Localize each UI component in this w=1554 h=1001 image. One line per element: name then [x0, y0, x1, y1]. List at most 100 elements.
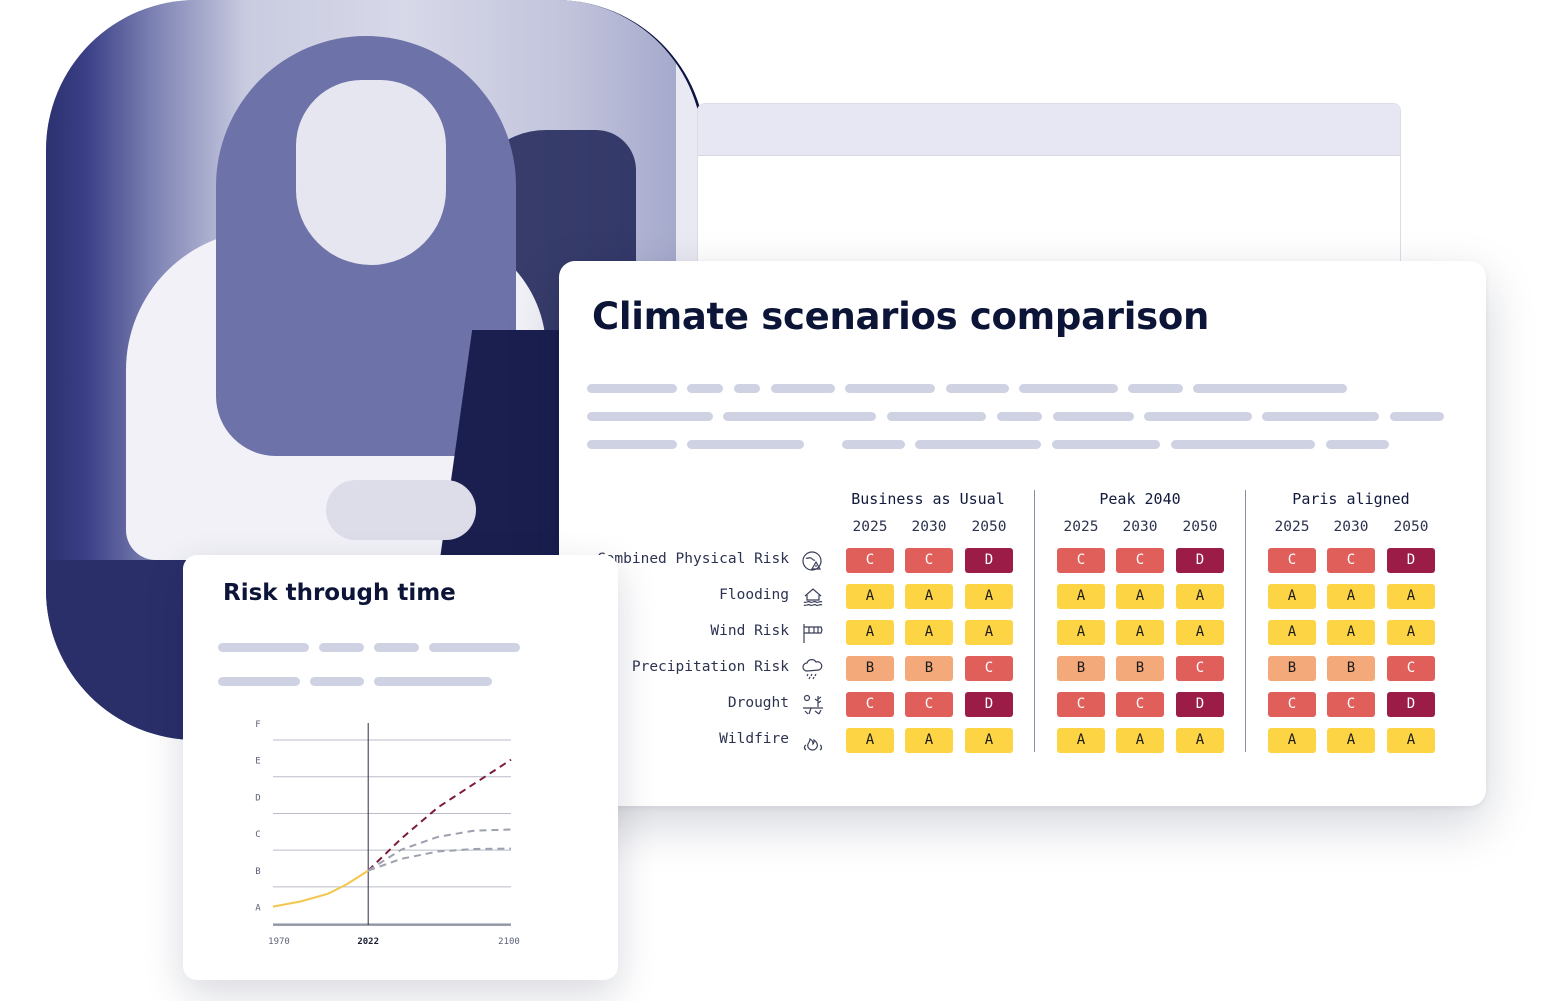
- scenario-title: Business as Usual: [851, 490, 1005, 508]
- rating-badge: A: [1387, 620, 1435, 645]
- y-tick-label: E: [255, 757, 260, 767]
- rating-badge: A: [965, 584, 1013, 609]
- rating-badge: B: [1327, 656, 1375, 681]
- y-tick-label: D: [255, 793, 260, 803]
- rating-badge: A: [846, 728, 894, 753]
- rating-badge: C: [1268, 692, 1316, 717]
- rating-badge: A: [905, 620, 953, 645]
- rating-badge: A: [1176, 620, 1224, 645]
- rating-badge: C: [1268, 548, 1316, 573]
- scenarios-card: Climate scenarios comparison Business as…: [559, 261, 1486, 806]
- rating-badge: A: [965, 728, 1013, 753]
- rating-badge: B: [1116, 656, 1164, 681]
- row-label-combined-physical-risk: Combined Physical Risk: [596, 551, 789, 567]
- year-label: 2050: [1182, 519, 1218, 535]
- rating-badge: A: [1057, 728, 1105, 753]
- rating-badge: C: [1057, 548, 1105, 573]
- rating-badge: C: [905, 548, 953, 573]
- rating-badge: C: [905, 692, 953, 717]
- rating-badge: A: [1057, 620, 1105, 645]
- risk-chart: A B C D E F 1970 2022 2100: [255, 720, 520, 947]
- row-label-drought: Drought: [727, 695, 789, 711]
- series-line-historical: [272, 869, 369, 908]
- rating-badge: D: [1387, 548, 1435, 573]
- rating-badge: D: [1176, 692, 1224, 717]
- photo-person-face: [296, 80, 446, 265]
- card-title: Risk through time: [223, 580, 456, 606]
- row-label-precipitation-risk: Precipitation Risk: [631, 659, 789, 675]
- rating-badge: C: [965, 656, 1013, 681]
- rating-badge: A: [1176, 584, 1224, 609]
- year-label: 2025: [1063, 519, 1099, 535]
- series-line-projection-low: [367, 847, 512, 872]
- card-title: Climate scenarios comparison: [592, 295, 1209, 338]
- wildfire-icon: [803, 738, 823, 751]
- drought-icon: [803, 694, 823, 715]
- rating-badge: A: [1116, 584, 1164, 609]
- rating-badge: A: [1387, 728, 1435, 753]
- rating-badge: D: [965, 692, 1013, 717]
- rating-badge: A: [1268, 620, 1316, 645]
- rating-badge: C: [846, 692, 894, 717]
- rating-badge: D: [1176, 548, 1224, 573]
- rating-badge: A: [1116, 620, 1164, 645]
- rating-badge: A: [905, 728, 953, 753]
- rating-badge: A: [1268, 584, 1316, 609]
- x-tick-label: 1970: [268, 937, 290, 947]
- rating-badge: A: [1268, 728, 1316, 753]
- rating-badge: C: [1327, 692, 1375, 717]
- rating-badge: A: [1327, 620, 1375, 645]
- rating-badge: C: [1176, 656, 1224, 681]
- row-label-wind-risk: Wind Risk: [710, 623, 789, 639]
- year-label: 2030: [911, 519, 947, 535]
- rating-badge: A: [965, 620, 1013, 645]
- rating-badge: A: [1327, 584, 1375, 609]
- rating-badge: C: [1116, 692, 1164, 717]
- year-label: 2025: [1274, 519, 1310, 535]
- y-tick-label: C: [255, 830, 260, 840]
- x-tick-label: 2022: [357, 937, 379, 947]
- y-tick-label: B: [255, 867, 260, 877]
- scenario-divider: [1034, 490, 1035, 752]
- rating-badge: B: [846, 656, 894, 681]
- year-label: 2030: [1333, 519, 1369, 535]
- y-tick-label: A: [255, 904, 261, 914]
- rating-badge: A: [1387, 584, 1435, 609]
- row-label-wildfire: Wildfire: [719, 731, 789, 747]
- rating-badge: A: [1116, 728, 1164, 753]
- windsock-icon: [803, 624, 823, 643]
- row-label-flooding: Flooding: [719, 587, 789, 603]
- rating-badge: B: [905, 656, 953, 681]
- series-line-projection-mid: [367, 828, 512, 872]
- rating-badge: A: [846, 584, 894, 609]
- rating-badge: B: [1057, 656, 1105, 681]
- rating-badge: C: [846, 548, 894, 573]
- scenario-title: Paris aligned: [1292, 490, 1410, 508]
- photo-person-hands: [326, 480, 476, 540]
- rating-badge: A: [846, 620, 894, 645]
- rating-badge: C: [1387, 656, 1435, 681]
- scenario-title: Peak 2040: [1099, 490, 1181, 508]
- rating-badge: A: [1176, 728, 1224, 753]
- rating-badge: C: [1327, 548, 1375, 573]
- year-label: 2030: [1122, 519, 1158, 535]
- year-label: 2025: [852, 519, 888, 535]
- rating-badge: D: [965, 548, 1013, 573]
- combined-risk-icon: [802, 551, 822, 571]
- series-line-projection-high: [367, 758, 512, 872]
- rating-badge: D: [1387, 692, 1435, 717]
- x-tick-label: 2100: [498, 937, 520, 947]
- rain-cloud-icon: [802, 659, 823, 680]
- rating-badge: C: [1057, 692, 1105, 717]
- rating-badge: C: [1116, 548, 1164, 573]
- flood-icon: [803, 588, 823, 607]
- risk-time-card: Risk through time A B C D E F 1970 2022 2100: [183, 555, 618, 980]
- scenario-divider: [1245, 490, 1246, 752]
- window-titlebar: [698, 104, 1400, 156]
- rating-badge: B: [1268, 656, 1316, 681]
- year-label: 2050: [971, 519, 1007, 535]
- y-tick-label: F: [255, 720, 260, 730]
- rating-badge: A: [1327, 728, 1375, 753]
- year-label: 2050: [1393, 519, 1429, 535]
- rating-badge: A: [905, 584, 953, 609]
